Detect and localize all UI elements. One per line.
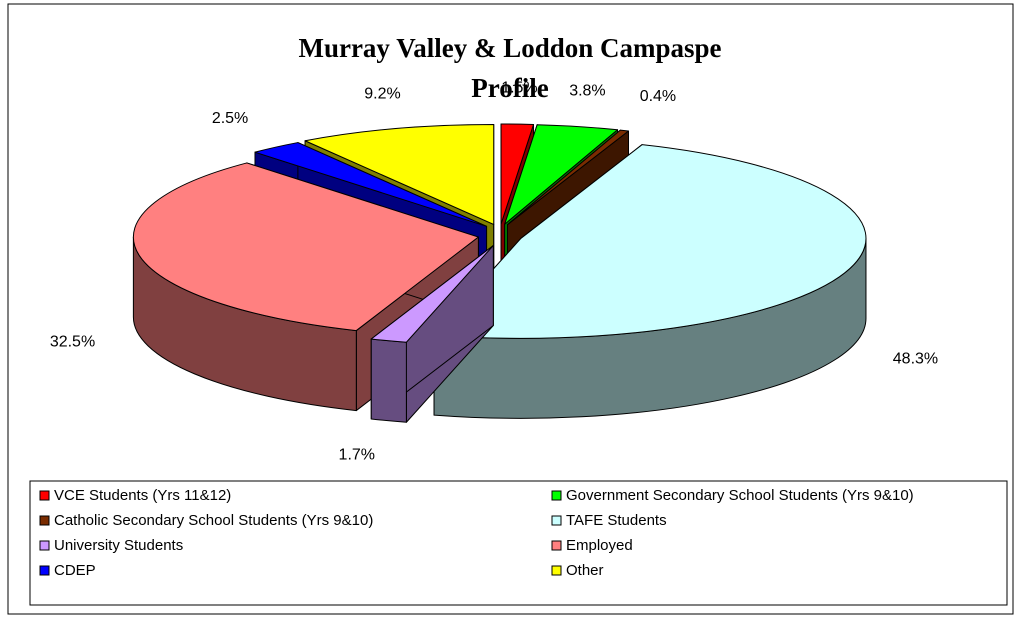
legend-swatch (39, 565, 50, 576)
slice (500, 123, 535, 225)
data-label: 2.5% (212, 110, 248, 127)
legend-swatch (39, 490, 50, 501)
legend-swatch (551, 490, 562, 501)
data-label: 1.5% (501, 79, 537, 96)
legend-swatch (551, 540, 562, 551)
slice (254, 142, 488, 227)
slice (504, 124, 619, 225)
slice (132, 162, 479, 332)
data-label: 32.5% (50, 334, 95, 351)
data-label: 48.3% (893, 351, 938, 368)
slice (506, 129, 630, 226)
slice (304, 123, 495, 225)
legend-label: Other (566, 562, 604, 579)
legend-swatch (551, 565, 562, 576)
slice (370, 244, 494, 343)
legend-label: Catholic Secondary School Students (Yrs … (54, 512, 373, 529)
data-label: 9.2% (364, 85, 400, 102)
legend-label: Employed (566, 537, 633, 554)
legend-box (29, 480, 1008, 606)
slice-wall (370, 338, 407, 423)
chart-title: Murray Valley & Loddon Campaspe Profile (298, 33, 722, 103)
legend-swatch (39, 540, 50, 551)
data-label: 0.4% (640, 88, 676, 105)
legend-swatch (551, 515, 562, 526)
legend-label: Government Secondary School Students (Yr… (566, 487, 914, 504)
legend-swatch (39, 515, 50, 526)
data-label: 1.7% (339, 446, 375, 463)
legend-label: CDEP (54, 562, 96, 579)
legend-label: TAFE Students (566, 512, 667, 529)
slice (433, 144, 867, 339)
data-label: 3.8% (569, 83, 605, 100)
legend-label: University Students (54, 537, 183, 554)
legend-label: VCE Students (Yrs 11&12) (54, 487, 231, 504)
